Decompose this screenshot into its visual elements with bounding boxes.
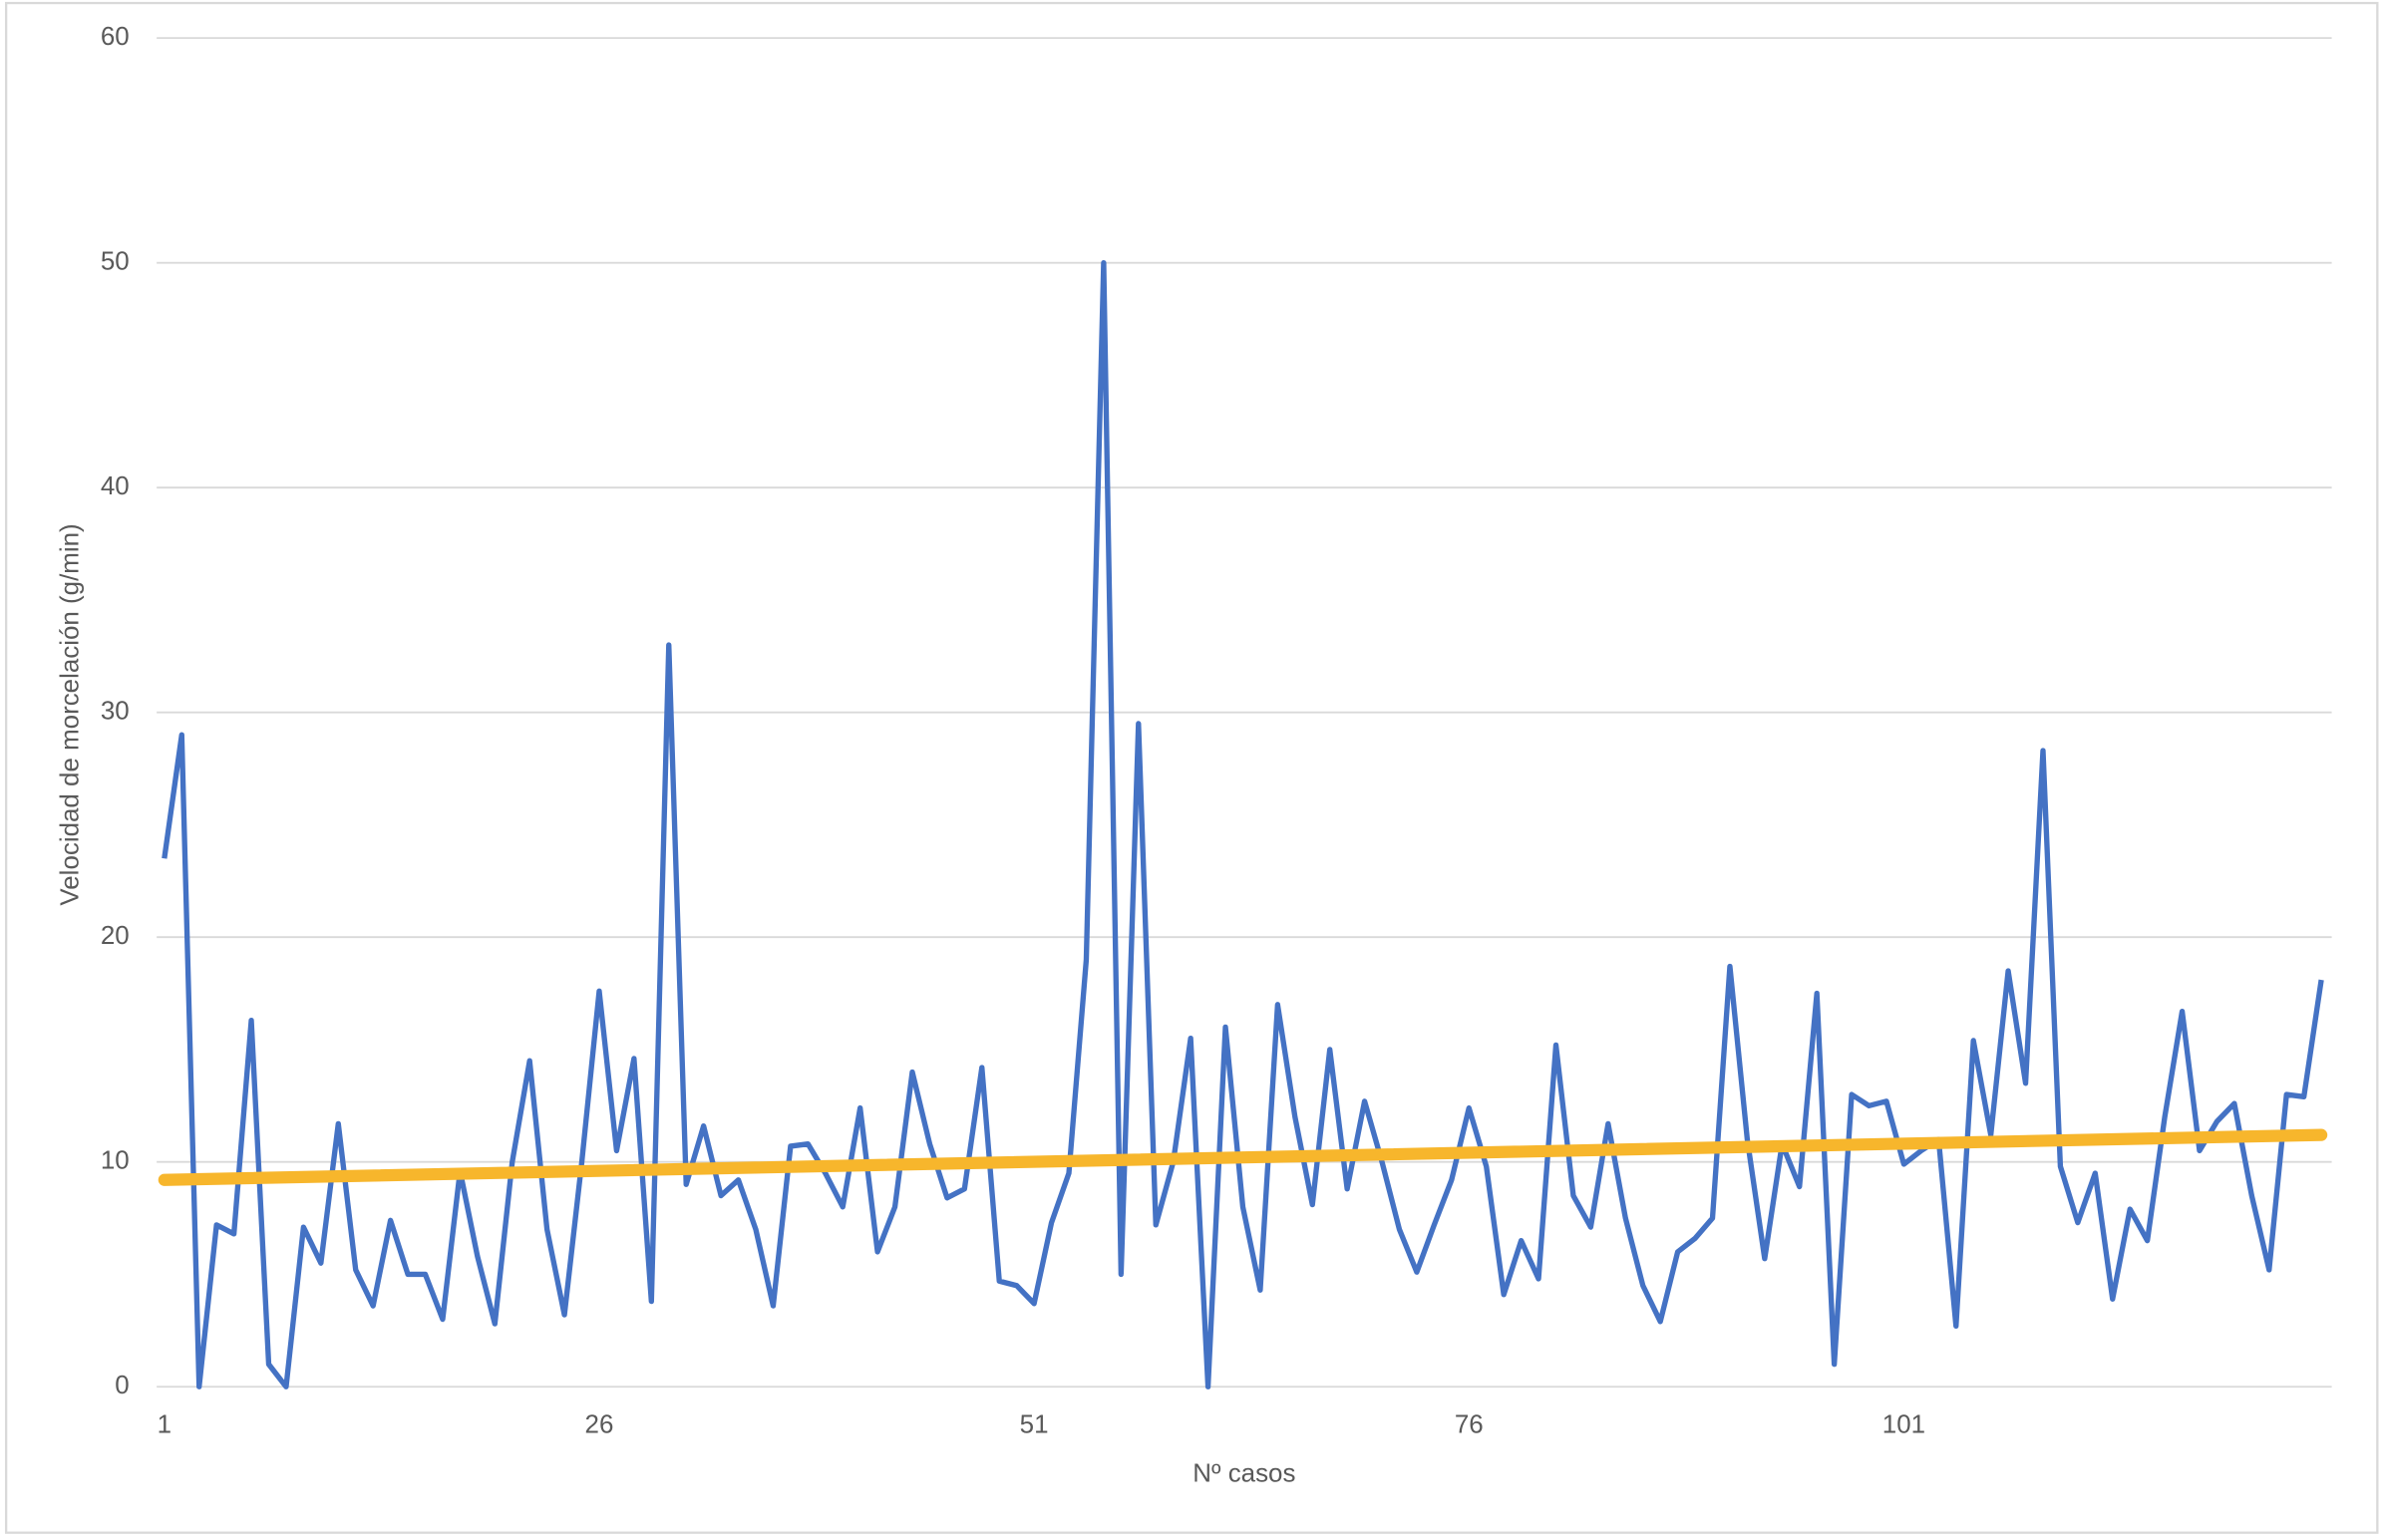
y-tick-label: 50 <box>101 247 130 275</box>
y-tick-label: 10 <box>101 1147 130 1175</box>
y-axis-label: Velocidad de morcelación (g/min) <box>57 523 85 905</box>
x-tick-label: 26 <box>585 1411 614 1439</box>
x-axis-label: Nº casos <box>1192 1460 1295 1488</box>
trend-line <box>158 1128 2328 1186</box>
x-tick-label: 101 <box>1882 1411 1925 1439</box>
x-tick-label: 1 <box>158 1411 171 1439</box>
x-tick-label: 76 <box>1455 1411 1484 1439</box>
y-tick-label: 0 <box>115 1372 129 1399</box>
y-tick-label: 30 <box>101 698 130 726</box>
y-tick-label: 20 <box>101 922 130 950</box>
chart-border <box>4 1 2379 1534</box>
y-tick-label: 60 <box>101 23 130 51</box>
y-tick-label: 40 <box>101 472 130 500</box>
x-tick-label: 51 <box>1020 1411 1049 1439</box>
data-line <box>162 259 2324 1389</box>
